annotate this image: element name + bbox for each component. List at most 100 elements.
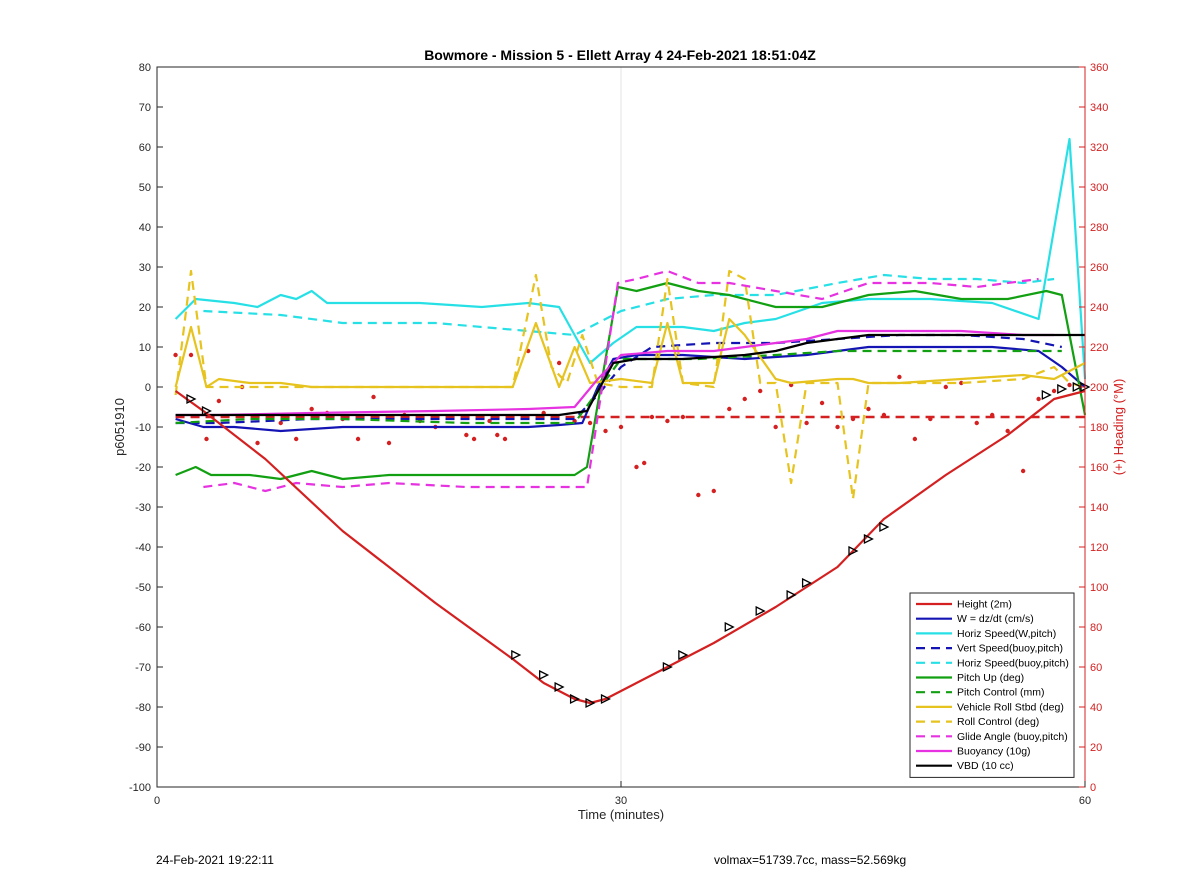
heading-point	[603, 428, 608, 434]
y2-tick-label: 200	[1090, 382, 1108, 394]
y-tick-label: 20	[139, 302, 151, 314]
heading-point	[386, 440, 392, 446]
y-tick-label: -80	[135, 702, 151, 714]
legend-entry: Glide Angle (buoy,pitch)	[957, 731, 1068, 743]
y2-tick-label: 160	[1090, 462, 1108, 474]
heading-point	[850, 416, 856, 422]
height-marker	[786, 589, 797, 601]
y2-tick-label: 300	[1090, 182, 1108, 194]
height-marker	[186, 393, 197, 405]
legend-entry: Horiz Speed(buoy,pitch)	[957, 657, 1069, 669]
height-marker	[678, 649, 689, 661]
heading-point	[649, 414, 655, 420]
heading-point	[1067, 382, 1072, 388]
y2-tick-label: 360	[1090, 62, 1108, 74]
legend-entry: VBD (10 cc)	[957, 760, 1014, 772]
heading-point	[819, 400, 825, 406]
series-line-10	[175, 329, 1055, 417]
legend-entry: Pitch Up (deg)	[957, 672, 1024, 684]
heading-point	[711, 488, 716, 494]
y2-tick-label: 100	[1090, 582, 1108, 594]
y-tick-label: -70	[135, 662, 151, 674]
heading-point	[974, 420, 979, 426]
heading-point	[471, 436, 477, 442]
height-marker	[1057, 383, 1068, 395]
legend-entry: Vehicle Roll Stbd (deg)	[957, 701, 1064, 713]
series-line-11	[175, 333, 1085, 417]
heading-point	[464, 432, 469, 438]
x-tick-label: 30	[615, 795, 627, 807]
height-marker	[539, 669, 550, 681]
heading-point	[665, 418, 670, 424]
y2-tick-label: 80	[1090, 622, 1102, 634]
heading-point	[634, 464, 639, 470]
height-marker	[724, 621, 735, 633]
height-marker	[879, 521, 890, 533]
footer-volmax-mass: volmax=51739.7cc, mass=52.569kg	[714, 853, 907, 867]
legend-entry: W = dz/dt (cm/s)	[957, 613, 1034, 625]
series-line-2	[174, 137, 1087, 380]
heading-point	[1020, 468, 1026, 474]
legend-entry: Roll Control (deg)	[957, 716, 1039, 728]
heading-point	[897, 374, 902, 380]
heading-point	[309, 406, 314, 412]
y2-tick-label: 40	[1090, 702, 1102, 714]
y-tick-label: 0	[145, 382, 151, 394]
heading-point	[912, 436, 918, 442]
height-marker	[201, 405, 212, 417]
series-line-9	[203, 269, 1039, 493]
height-marker	[1041, 389, 1052, 401]
heading-point	[495, 432, 500, 438]
x-axis-label: Time (minutes)	[578, 807, 664, 822]
y-tick-label: 70	[139, 102, 151, 114]
heading-point	[204, 436, 209, 442]
heading-point	[758, 388, 763, 394]
heading-point	[680, 414, 686, 420]
y2-tick-label: 20	[1090, 742, 1102, 754]
height-marker	[1072, 381, 1083, 393]
y2-tick-label: 280	[1090, 222, 1108, 234]
heading-point	[1051, 388, 1057, 394]
heading-point	[642, 460, 647, 466]
y-tick-label: -40	[135, 542, 151, 554]
y-tick-label: 30	[139, 262, 151, 274]
series-line-7	[174, 317, 1086, 389]
height-marker	[600, 693, 611, 705]
heading-point	[278, 420, 283, 426]
y-tick-label: -100	[129, 782, 151, 794]
heading-point	[216, 398, 222, 404]
series-line-4	[203, 273, 1055, 337]
heading-point	[881, 412, 887, 418]
y-tick-label: -60	[135, 622, 151, 634]
y2-tick-label: 0	[1090, 782, 1096, 794]
y-tick-label: -50	[135, 582, 151, 594]
y2-tick-label: 180	[1090, 422, 1108, 434]
heading-point	[1005, 428, 1010, 434]
heading-point	[928, 416, 933, 422]
height-marker	[585, 697, 596, 709]
y2-tick-label: 240	[1090, 302, 1108, 314]
y2-tick-label: 140	[1090, 502, 1108, 514]
y-tick-label: 10	[139, 342, 151, 354]
heading-point	[371, 394, 376, 400]
y2-tick-label: 60	[1090, 662, 1102, 674]
height-marker	[848, 545, 859, 557]
y-tick-label: 60	[139, 142, 151, 154]
heading-point	[727, 406, 732, 412]
heading-point	[556, 360, 562, 366]
y-tick-label: 40	[139, 222, 151, 234]
y2-axis-label: (+) Heading (°M)	[1111, 379, 1126, 476]
series-line-6	[175, 349, 1062, 425]
heading-point	[835, 424, 840, 430]
legend: Height (2m) W = dz/dt (cm/s) Horiz Speed(W…	[909, 592, 1075, 778]
series-line-1	[175, 345, 1086, 433]
legend-entry: Vert Speed(buoy,pitch)	[957, 643, 1063, 655]
heading-point	[355, 436, 361, 442]
y-tick-label: 50	[139, 182, 151, 194]
y2-tick-label: 340	[1090, 102, 1108, 114]
y2-tick-label: 120	[1090, 542, 1108, 554]
heading-point	[866, 406, 871, 412]
heading-point	[742, 396, 747, 402]
x-tick-label: 0	[154, 795, 160, 807]
